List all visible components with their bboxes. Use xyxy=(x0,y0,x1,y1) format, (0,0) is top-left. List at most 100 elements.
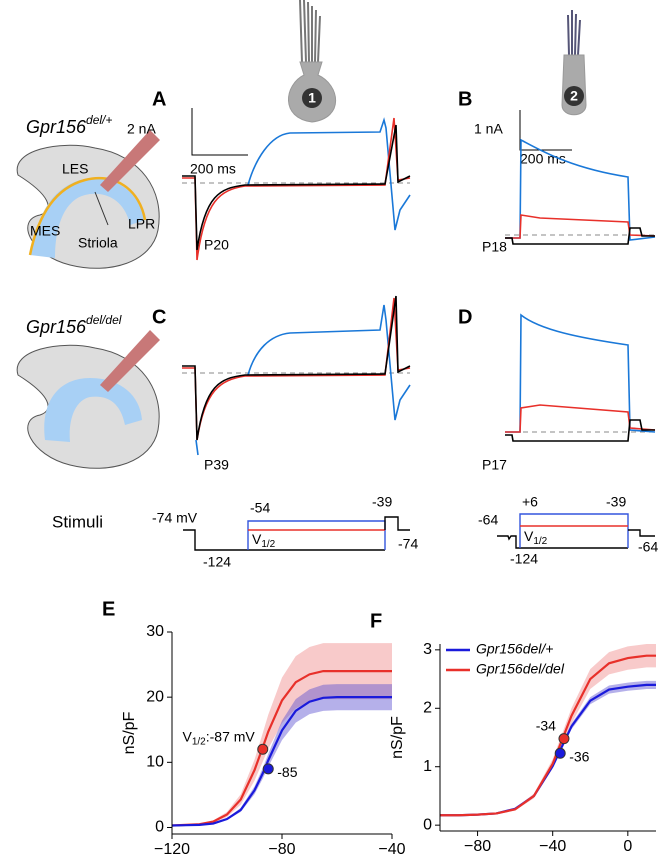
scale-label: 2 nA xyxy=(127,121,156,137)
stimulus-label: V1/2 xyxy=(252,531,276,550)
utricle-diagram-1: Gpr156del/+ LES MES LPR Striola xyxy=(16,113,160,269)
legend-label: Gpr156del/del xyxy=(476,661,565,677)
trace xyxy=(505,214,656,239)
label-part: -34 xyxy=(536,717,556,733)
v: V xyxy=(252,531,262,547)
trace xyxy=(195,439,199,456)
region-label: MES xyxy=(30,223,60,239)
gene: Gpr156 xyxy=(26,317,87,337)
label-part: 1/2 xyxy=(192,736,206,747)
cell-icon-2: 2 xyxy=(561,10,587,116)
scale-label: 200 ms xyxy=(190,161,236,177)
scale-bar xyxy=(191,108,248,156)
panel-letter: C xyxy=(152,306,166,328)
x-tick-label: −40 xyxy=(539,838,566,854)
gene: Gpr156 xyxy=(26,117,87,137)
panel-letter: D xyxy=(458,306,472,328)
genotype-label: Gpr156del/del xyxy=(26,313,122,337)
panel-b: B 1 nA 200 ms P18 xyxy=(458,88,656,255)
panel-letter: B xyxy=(458,88,472,110)
trace xyxy=(505,227,655,245)
trace xyxy=(505,313,656,433)
marker xyxy=(257,743,269,755)
panel-a: A 2 nA 200 ms P20 xyxy=(127,88,411,261)
v: V xyxy=(524,528,534,544)
y-tick-label: 1 xyxy=(423,758,432,775)
age-label: P17 xyxy=(482,457,507,473)
panel-d: D P17 xyxy=(458,306,656,473)
label-part: :-87 mV xyxy=(206,728,256,744)
cell-icon-1: 1 xyxy=(288,0,337,123)
y-tick-label: 30 xyxy=(146,623,164,640)
v-sub: 1/2 xyxy=(261,539,275,550)
stimuli-title: Stimuli xyxy=(52,512,103,531)
label-part: -85 xyxy=(277,764,297,780)
genotype-label: Gpr156del/+ xyxy=(26,113,112,137)
stimulus-label: -124 xyxy=(510,551,538,567)
stimulus-label: +6 xyxy=(522,494,538,510)
trace xyxy=(182,117,411,261)
trace xyxy=(182,297,411,441)
marker-label: V1/2:-87 mV xyxy=(182,728,255,747)
stimulus-label: -64 xyxy=(478,512,498,528)
error-band xyxy=(440,680,656,816)
label-part: -36 xyxy=(569,748,589,764)
x-tick-label: −80 xyxy=(268,841,295,854)
x-tick-label: −120 xyxy=(154,841,190,854)
trace xyxy=(505,404,656,433)
y-tick-label: 0 xyxy=(155,819,164,836)
y-tick-label: 0 xyxy=(423,816,432,833)
region-label: LPR xyxy=(128,216,155,232)
stimulus-label: -54 xyxy=(250,500,270,516)
allele: del/+ xyxy=(86,113,112,127)
age-label: P18 xyxy=(482,239,507,255)
y-tick-label: 10 xyxy=(146,754,164,771)
scale-bar xyxy=(519,110,572,151)
region-label: Striola xyxy=(78,235,118,251)
label-part: V xyxy=(182,728,192,744)
marker-label: -36 xyxy=(569,748,589,764)
y-tick-label: 2 xyxy=(423,700,432,717)
marker-label: -85 xyxy=(277,764,297,780)
y-tick-label: 3 xyxy=(423,641,432,658)
trace xyxy=(247,304,411,421)
trace xyxy=(182,295,411,441)
x-tick-label: −40 xyxy=(378,841,405,854)
x-tick-label: 0 xyxy=(623,838,632,854)
series-line xyxy=(440,654,656,817)
trace xyxy=(505,138,656,241)
stimulus-label: V1/2 xyxy=(524,528,548,547)
legend-label: Gpr156del/+ xyxy=(476,641,553,657)
y-axis-label: nS/pF xyxy=(121,711,138,754)
stimulus-label: -39 xyxy=(606,494,626,510)
stimulus-label: -39 xyxy=(372,494,392,510)
error-band xyxy=(172,643,392,827)
line-chart: F0123−80−400mVnS/pF-34-36Gpr156del/+Gpr1… xyxy=(370,610,656,854)
age-label: P20 xyxy=(204,237,229,253)
marker-label: -34 xyxy=(536,717,556,733)
series-line xyxy=(171,669,392,827)
stimulus-label: -74 xyxy=(398,536,418,552)
age-label: P39 xyxy=(204,457,229,473)
cell-number: 2 xyxy=(570,88,578,104)
marker xyxy=(554,747,566,759)
marker xyxy=(262,763,274,775)
scale-label: 200 ms xyxy=(520,151,566,167)
marker xyxy=(558,733,570,745)
y-tick-label: 20 xyxy=(146,688,164,705)
stimulus-label: -64 xyxy=(638,539,658,555)
trace xyxy=(182,124,411,251)
panel-letter: E xyxy=(102,598,115,620)
error-band xyxy=(172,684,392,826)
error-band xyxy=(440,644,656,816)
stimulus-label: -124 xyxy=(203,554,231,570)
series-line xyxy=(440,683,656,817)
y-axis-label: nS/pF xyxy=(389,716,406,759)
panel-c: C P39 xyxy=(152,295,411,473)
utricle-diagram-2: Gpr156del/del xyxy=(16,313,160,469)
trace xyxy=(247,117,411,231)
stimuli: Stimuli -74 mV -54 -39 -124 V1/2 -74 -64… xyxy=(52,494,658,570)
